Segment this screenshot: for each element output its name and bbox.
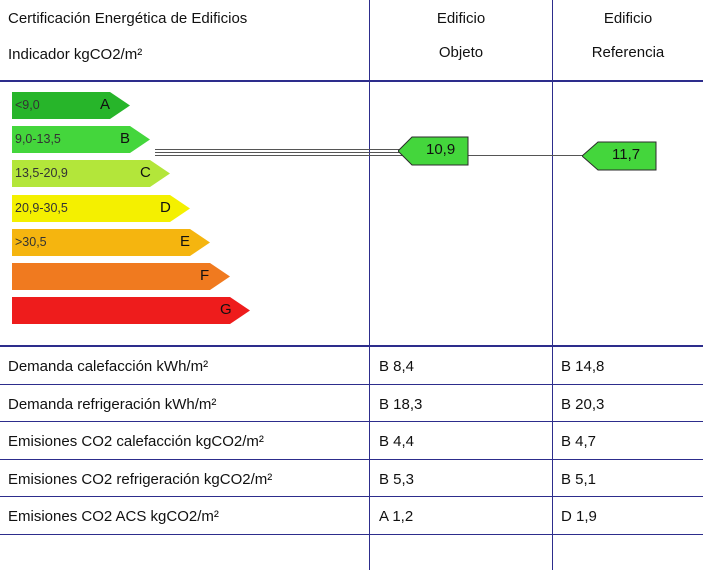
indicator-line-objeto [155, 149, 400, 150]
row-divider [0, 383, 703, 385]
row-divider [0, 533, 703, 535]
scale-band-letter: C [140, 164, 151, 182]
row-label: Emisiones CO2 refrigeración kgCO2/m² [8, 470, 273, 488]
indicator-line-referencia [155, 155, 585, 156]
scale-band-arrow [12, 263, 230, 290]
column-divider-2 [552, 0, 553, 570]
row-value-objeto: B 5,3 [379, 470, 415, 488]
scale-band-arrow [12, 92, 130, 119]
indicator-referencia-arrow [582, 141, 657, 171]
row-divider [0, 458, 703, 460]
row-value-referencia: B 20,3 [561, 395, 605, 413]
scale-band-letter: E [180, 232, 191, 250]
scale-band-g: G [12, 297, 250, 325]
column-header-referencia-line2: Referencia [591, 44, 665, 61]
row-value-referencia: B 5,1 [561, 470, 597, 488]
scale-band-range: <9,0 [15, 98, 40, 112]
row-value-objeto: B 8,4 [379, 358, 415, 375]
row-label: Emisiones CO2 calefacción kgCO2/m² [8, 433, 264, 450]
scale-band-arrow [12, 228, 210, 256]
scale-band-arrow [12, 297, 250, 325]
scale-band-letter: D [160, 198, 171, 216]
scale-band-letter: B [120, 130, 131, 148]
page-title: Certificación Energética de Edificios [8, 10, 248, 27]
indicator-objeto-arrow [398, 136, 469, 166]
scale-band-c: 13,5-20,9 C [12, 160, 170, 188]
row-value-referencia: B 14,8 [561, 358, 605, 375]
scale-band-arrow [12, 126, 150, 154]
scale-band-letter: A [100, 96, 111, 113]
scale-band-arrow [12, 160, 170, 188]
column-header-objeto-line1: Edificio [436, 10, 486, 27]
scale-band-e: >30,5 E [12, 228, 210, 256]
scale-band-range: >30,5 [15, 234, 47, 249]
row-value-objeto: B 4,4 [379, 433, 415, 450]
scale-band-range: 20,9-30,5 [15, 200, 68, 215]
page-subtitle: Indicador kgCO2/m² [8, 46, 143, 63]
row-label: Demanda calefacción kWh/m² [8, 358, 209, 375]
row-label: Demanda refrigeración kWh/m² [8, 395, 217, 413]
scale-divider [0, 345, 703, 347]
row-value-referencia: D 1,9 [561, 508, 597, 525]
row-value-referencia: B 4,7 [561, 433, 597, 450]
scale-band-d: 20,9-30,5 D [12, 194, 190, 222]
scale-band-f: F [12, 263, 230, 290]
column-divider-1 [369, 0, 370, 570]
scale-band-range: 13,5-20,9 [15, 166, 68, 181]
indicator-line-objeto [155, 152, 400, 153]
column-header-referencia-line1: Edificio [603, 10, 653, 27]
row-divider [0, 421, 703, 422]
row-label: Emisiones CO2 ACS kgCO2/m² [8, 508, 219, 525]
scale-band-letter: F [200, 267, 210, 284]
scale-band-letter: G [220, 301, 232, 319]
scale-band-arrow [12, 194, 190, 222]
scale-band-range: 9,0-13,5 [15, 132, 61, 147]
scale-band-b: 9,0-13,5 B [12, 126, 150, 154]
row-value-objeto: B 18,3 [379, 395, 423, 413]
row-value-objeto: A 1,2 [379, 508, 414, 525]
column-header-objeto: Edificio Objeto [370, 10, 552, 61]
header-divider [0, 80, 703, 82]
indicator-referencia-value: 11,7 [612, 146, 641, 163]
column-header-objeto-line2: Objeto [438, 44, 484, 61]
indicator-objeto-value: 10,9 [426, 141, 456, 158]
scale-band-a: <9,0 A [12, 92, 130, 119]
row-divider [0, 496, 703, 497]
column-header-referencia: Edificio Referencia [553, 10, 703, 61]
